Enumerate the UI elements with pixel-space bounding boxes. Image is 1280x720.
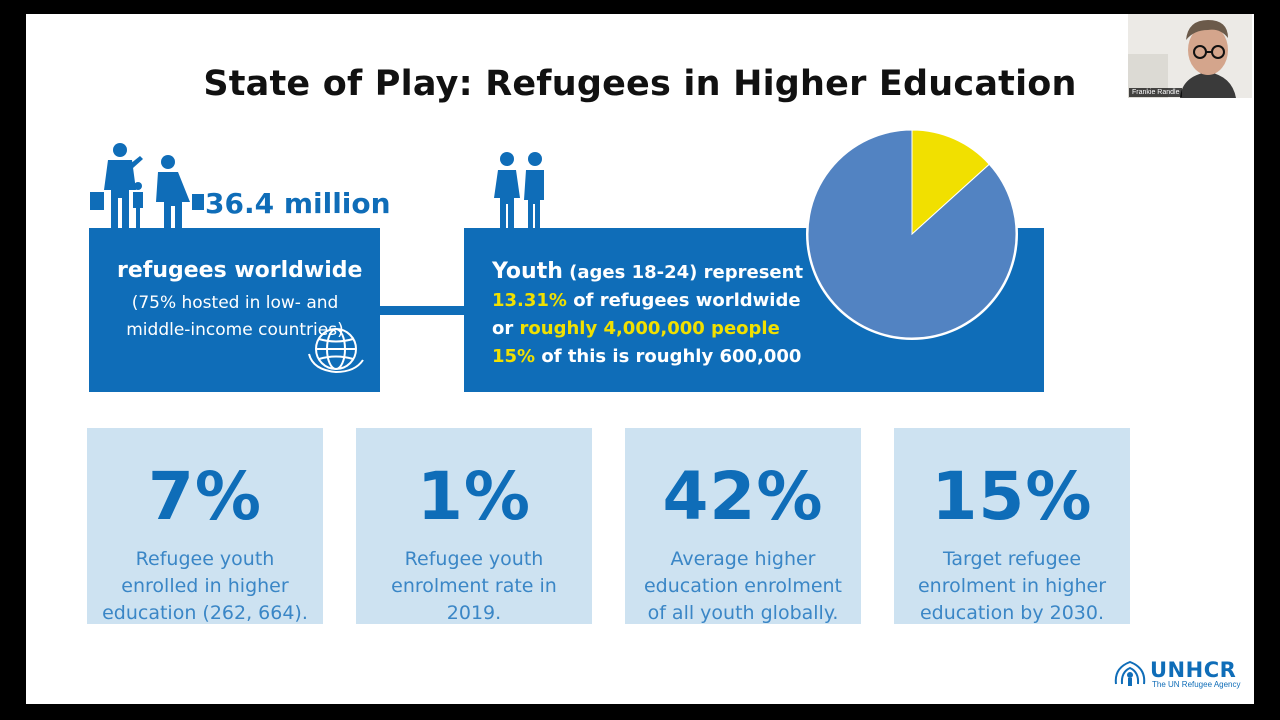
youth-icon <box>494 152 544 228</box>
stat-card-1: 7% Refugee youth enrolled in higher educ… <box>87 428 323 624</box>
globe-icon <box>308 328 364 374</box>
pie-slice-rest <box>807 129 1017 339</box>
stat-card-4: 15% Target refugee enrolment in higher e… <box>894 428 1130 624</box>
family-icon <box>90 143 204 228</box>
stat-card-2: 1% Refugee youth enrolment rate in 2019. <box>356 428 592 624</box>
box-heading: refugees worldwide <box>117 258 363 283</box>
participant-avatar-icon <box>1128 14 1252 98</box>
refugees-worldwide-box: refugees worldwide (75% hosted in low- a… <box>89 228 380 392</box>
unhcr-tagline: The UN Refugee Agency <box>1152 680 1241 689</box>
refugee-total: 36.4 million <box>205 187 391 220</box>
pie-chart <box>806 128 1018 340</box>
presentation-slide: State of Play: Refugees in Higher Educat… <box>26 14 1254 704</box>
stat-description: Average higher education enrolment of al… <box>643 548 843 624</box>
stat-description: Refugee youth enrolled in higher educati… <box>102 548 308 624</box>
youth-text: Youth (ages 18-24) represent 13.31% of r… <box>492 258 803 371</box>
youth-box: Youth (ages 18-24) represent 13.31% of r… <box>464 228 1044 392</box>
youth-count: roughly 4,000,000 people <box>519 318 780 339</box>
stat-value: 7% <box>147 458 263 535</box>
pie-slice-youth <box>911 129 990 236</box>
stat-value: 1% <box>416 458 532 535</box>
unhcr-logo-icon <box>1114 660 1146 686</box>
stat-description: Refugee youth enrolment rate in 2019. <box>391 548 557 624</box>
box-body: (75% hosted in low- and middle-income co… <box>126 293 344 340</box>
youth-share-text: of refugees worldwide <box>566 290 801 311</box>
youth-pct: 15% <box>492 346 536 367</box>
stat-card-3: 42% Average higher education enrolment o… <box>625 428 861 624</box>
slide-title: State of Play: Refugees in Higher Educat… <box>203 64 1077 104</box>
stat-description: Target refugee enrolment in higher educa… <box>917 548 1107 624</box>
youth-age: (ages 18-24) represent <box>562 262 804 283</box>
participant-video-tile[interactable]: Frankie Randle <box>1128 14 1252 98</box>
youth-label: Youth <box>492 259 563 284</box>
participant-name: Frankie Randle <box>1129 88 1183 97</box>
youth-count-prefix: or <box>492 318 520 339</box>
stat-value: 15% <box>931 458 1093 535</box>
unhcr-logo-text: UNHCR <box>1150 658 1237 682</box>
stat-value: 42% <box>662 458 824 535</box>
connector-bar <box>380 306 464 315</box>
youth-pct-text: of this is roughly 600,000 <box>535 346 802 367</box>
youth-share: 13.31% <box>492 290 567 311</box>
